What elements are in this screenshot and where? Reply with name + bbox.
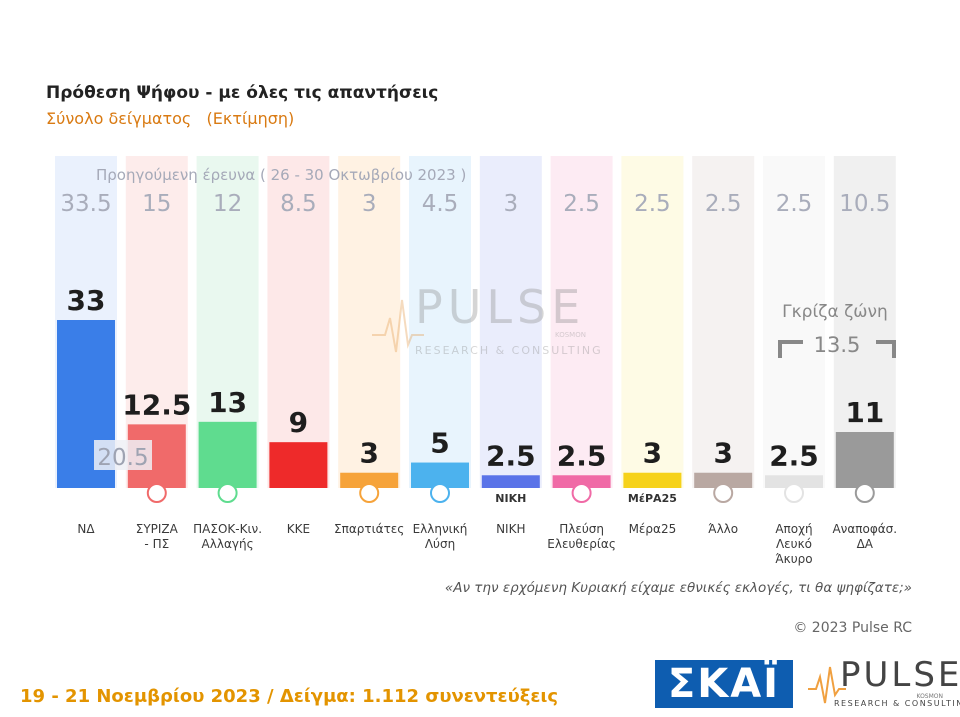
annotation-value: 20.5 [97,445,148,471]
annotation-background [94,440,152,470]
bar-value-label: 3 [359,437,378,470]
category-label: Αποχή [775,522,812,536]
category-label: Αλλαγής [202,537,254,551]
bar-value-label: 9 [289,406,308,439]
bar [552,475,611,488]
bar [340,472,399,488]
bar-value-label: 12.5 [122,388,191,421]
grey-zone-bracket-left [778,340,803,358]
watermark-name: PULSE [415,280,585,334]
category-label: Άλλο [708,522,738,536]
previous-survey-label: Προηγούμενη έρευνα ( 26 - 30 Οκτωβρίου 2… [96,166,466,184]
previous-value-label: 3 [362,191,377,217]
previous-nd-annotation: 20.5 [94,440,152,471]
column-background [409,156,471,488]
pulse-wave-icon [808,666,846,704]
previous-value-label: 2.5 [705,191,742,217]
bar-value-label: 5 [430,427,449,460]
previous-value-label: 2.5 [776,191,813,217]
watermark-small: KOSMON [555,331,586,339]
copyright: © 2023 Pulse RC [793,620,912,636]
category-label: Μέρα25 [629,522,677,536]
column-background [763,156,825,488]
bar-value-label: 3 [643,437,662,470]
bar [269,442,328,488]
previous-value-label: 8.5 [280,191,317,217]
party-logo-text: ΚΚΕ [286,492,311,505]
category-label: Άκυρο [775,552,812,566]
party-logo-icon [854,483,875,503]
survey-footer: 19 - 21 Νοεμβρίου 2023 / Δείγμα: 1.112 σ… [20,686,559,707]
pulse-wave-icon [372,299,424,353]
bar-value-label: 2.5 [486,439,536,472]
party-logo-icon [359,483,380,503]
party-logo-icon [217,483,238,503]
category-label: Σπαρτιάτες [334,522,404,536]
previous-value-label: 2.5 [563,191,600,217]
previous-value-label: 4.5 [422,191,459,217]
bar-value-label: 2.5 [557,439,607,472]
party-logo-icon [146,483,167,503]
category-label: Λύση [425,537,455,551]
watermark-tagline: RESEARCH & CONSULTING [415,344,603,357]
bar [198,421,257,488]
category-label: - ΠΣ [144,537,169,551]
bar-value-label: 13 [208,386,247,419]
previous-value-label: 33.5 [60,191,111,217]
pulse-logo-tagline: RESEARCH & CONSULTING [834,699,960,708]
pulse-logo: PULSE KOSMON RESEARCH & CONSULTING [806,655,960,715]
grey-zone-value: 13.5 [814,333,861,357]
category-label: ΠΑΣΟΚ-Κιν. [193,522,262,536]
category-label: ΣΥΡΙΖΑ [136,522,179,536]
skai-logo: ΣΚΑΪ [655,660,793,708]
category-label: ΚΚΕ [287,522,310,536]
bar-value-label: 33 [67,284,106,317]
grey-zone-bracket-right [876,340,896,358]
category-label: ΝΙΚΗ [496,522,525,536]
previous-value-label: 3 [503,191,518,217]
category-label: Λευκό [776,537,812,551]
party-logo-text: ΜέΡΑ25 [628,492,677,505]
previous-value-label: 10.5 [839,191,890,217]
category-label: Ελληνική [413,522,468,536]
column-background [550,156,613,488]
pulse-logo-small: KOSMON [916,693,943,700]
bar-value-label: 3 [713,437,732,470]
chart-subtitle: Σύνολο δείγματος (Εκτίμηση) [46,109,295,128]
party-logo-icon [784,483,804,503]
chart-title: Πρόθεση Ψήφου - με όλες τις απαντήσεις [46,83,439,103]
column-background [692,156,755,488]
column-background [621,156,684,488]
survey-question: «Αν την ερχόμενη Κυριακή είχαμε εθνικές … [444,580,912,596]
party-logo-icon [571,483,592,503]
category-label: ΝΔ [77,522,95,536]
bar [623,472,682,488]
bar [481,475,540,488]
previous-value-label: 15 [142,191,171,217]
bar-value-label: 11 [845,396,884,429]
grey-zone: Γκρίζα ζώνη 13.5 [778,302,896,358]
grey-zone-label: Γκρίζα ζώνη [782,302,888,322]
category-label: Πλεύση [559,522,604,536]
party-logo-icon [713,483,734,503]
bar [694,472,753,488]
column-background [267,156,330,488]
category-label: Ελευθερίας [547,537,616,551]
bar [835,432,894,488]
bar-value-label: 2.5 [769,439,819,472]
party-logo-icon [430,483,450,503]
column-background [479,156,542,488]
bar [765,475,823,488]
category-label: ΔΑ [857,537,874,551]
pulse-logo-word: PULSE [840,655,960,695]
party-logo-text: ΝΙΚΗ [495,492,526,505]
previous-value-label: 12 [213,191,242,217]
party-logo-text: ΝΔ [72,486,101,507]
column-background [338,156,401,488]
category-label: Αναποφάσ. [832,522,897,536]
previous-value-label: 2.5 [634,191,671,217]
pulse-watermark: PULSE RESEARCH & CONSULTING KOSMON [372,280,603,357]
